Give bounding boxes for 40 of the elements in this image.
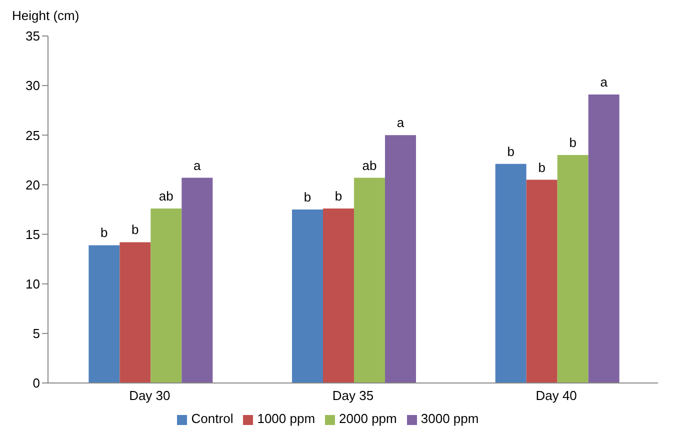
data-label: b [334, 188, 342, 204]
bar [182, 178, 213, 383]
bar [557, 154, 588, 383]
legend-label: Control [191, 411, 234, 426]
y-tick-label: 35 [26, 28, 40, 44]
bar [495, 164, 526, 383]
y-tick-label: 15 [26, 226, 40, 242]
legend-label: 2000 ppm [339, 411, 397, 426]
data-label: b [569, 134, 576, 150]
y-axis-title: Height (cm) [11, 8, 80, 25]
data-label: b [538, 160, 546, 175]
bar [354, 178, 385, 383]
bar [88, 245, 120, 383]
bar [385, 135, 416, 383]
bar [292, 210, 323, 383]
data-label: a [600, 74, 608, 90]
data-label: a [194, 158, 202, 173]
bar [323, 208, 354, 383]
x-tick-label: Day 40 [536, 388, 577, 404]
legend-label: 1000 ppm [257, 411, 316, 426]
x-tick-label: Day 35 [332, 388, 374, 404]
data-label: b [507, 144, 514, 159]
y-tick-label: 10 [26, 276, 40, 292]
data-label: a [396, 115, 405, 130]
data-label: ab [158, 188, 174, 204]
data-label: ab [362, 158, 377, 173]
legend-label: 3000 ppm [420, 411, 479, 426]
data-label: b [100, 225, 108, 240]
y-tick-label: 25 [26, 128, 40, 143]
y-tick-label: 0 [32, 376, 40, 391]
data-label: b [304, 190, 312, 204]
bar [150, 208, 182, 383]
y-tick-label: 20 [26, 177, 40, 192]
y-tick-label: 30 [26, 78, 40, 94]
data-label: b [132, 222, 139, 238]
y-tick-label: 5 [32, 326, 40, 342]
bar [526, 180, 558, 383]
bar [120, 242, 151, 383]
bar [588, 94, 620, 383]
x-tick-label: Day 30 [129, 388, 170, 404]
